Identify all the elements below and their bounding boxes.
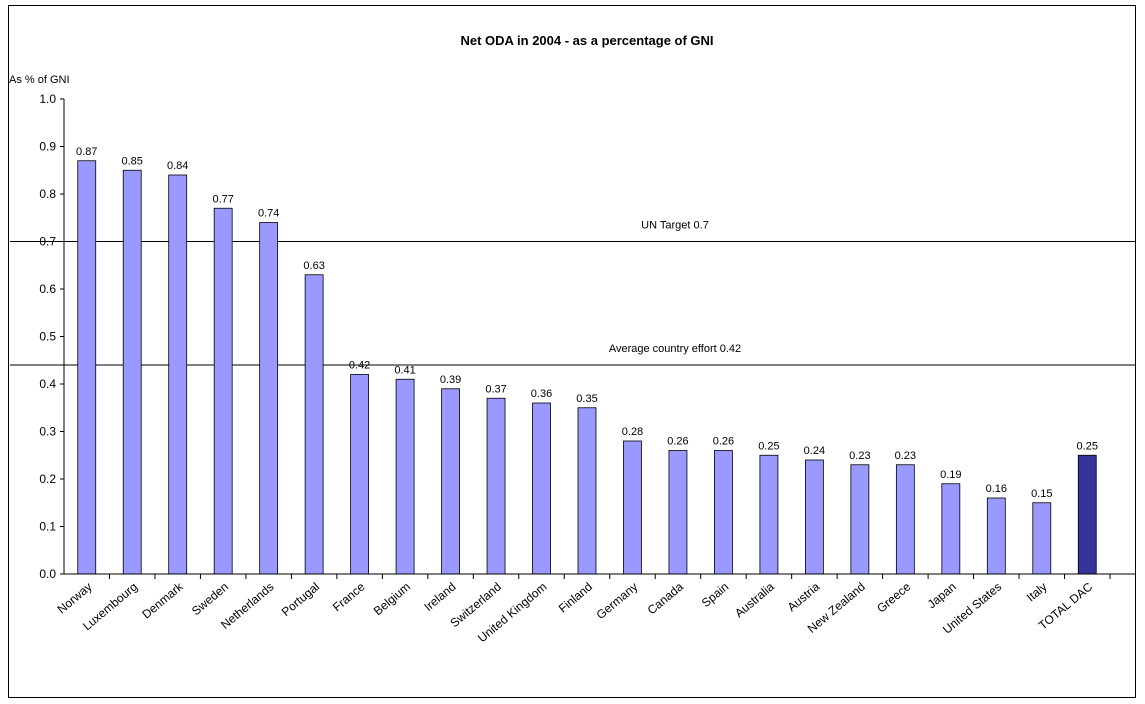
- y-tick-label: 1.0: [39, 92, 56, 106]
- value-label: 0.26: [667, 436, 688, 448]
- value-label: 0.16: [986, 483, 1007, 495]
- x-tick-label: Australia: [732, 579, 777, 620]
- bar-canada: [668, 450, 688, 575]
- y-tick-label: 0.4: [39, 377, 56, 391]
- bar-denmark: [168, 174, 188, 575]
- y-tick-label: 0.2: [39, 472, 56, 486]
- bar-united-kingdom: [532, 402, 551, 575]
- y-tick-label: 0.8: [39, 187, 56, 201]
- bar-germany: [623, 440, 642, 575]
- reference-lines: UN Target 0.7 Average country effort 0.42: [10, 220, 1135, 366]
- y-tick-label: 0.0: [39, 567, 56, 581]
- bar-france: [350, 374, 370, 575]
- y-tick-label: 0.3: [39, 425, 56, 439]
- value-label: 0.84: [167, 160, 188, 172]
- chart-frame: Net ODA in 2004 - as a percentage of GNI…: [8, 5, 1136, 698]
- value-label: 0.23: [895, 450, 916, 462]
- x-tick-label: Germany: [594, 580, 641, 622]
- x-tick-label: Greece: [874, 579, 913, 615]
- bar-norway: [77, 160, 97, 575]
- y-axis-label: As % of GNI: [9, 74, 70, 86]
- x-tick-label: Canada: [645, 579, 686, 617]
- bar-spain: [714, 450, 733, 575]
- bars: [77, 160, 1097, 575]
- x-tick-label: Portugal: [279, 580, 322, 619]
- value-labels: 0.87 0.85 0.84 0.77 0.74 0.63 0.42 0.41 0.39 0.37…: [76, 146, 1098, 500]
- x-tick-label: France: [330, 579, 368, 614]
- bar-finland: [577, 407, 597, 575]
- value-label: 0.25: [1077, 440, 1098, 452]
- value-label: 0.25: [758, 440, 779, 452]
- bar-switzerland: [486, 397, 506, 575]
- y-tick-labels: 0.0 0.1 0.2 0.3 0.4 0.5 0.6 0.7 0.8 0.9 1.0: [39, 92, 56, 581]
- value-label: 0.15: [1031, 488, 1052, 500]
- value-label: 0.77: [212, 193, 233, 205]
- y-tick-label: 0.7: [39, 235, 56, 249]
- axes: [60, 98, 1135, 579]
- bar-luxembourg: [122, 169, 142, 575]
- reference-line-label: UN Target 0.7: [641, 220, 709, 232]
- y-tick-label: 0.1: [39, 520, 56, 534]
- bar-portugal: [304, 274, 324, 575]
- value-label: 0.42: [349, 360, 370, 372]
- value-label: 0.35: [576, 393, 597, 405]
- x-tick-label: Finland: [556, 580, 595, 616]
- value-label: 0.39: [440, 374, 461, 386]
- bar-ireland: [441, 388, 460, 575]
- bar-sweden: [213, 207, 233, 575]
- value-label: 0.74: [258, 208, 279, 220]
- bar-greece: [895, 464, 915, 575]
- bar-belgium: [395, 378, 415, 575]
- value-label: 0.19: [940, 469, 961, 481]
- value-label: 0.85: [122, 155, 143, 167]
- y-tick-label: 0.5: [39, 330, 56, 344]
- value-label: 0.24: [804, 445, 825, 457]
- value-label: 0.87: [76, 146, 97, 158]
- x-tick-label: Denmark: [139, 579, 186, 622]
- bar-netherlands: [259, 222, 279, 575]
- value-label: 0.23: [849, 450, 870, 462]
- bar-united-states: [986, 497, 1006, 575]
- value-label: 0.37: [485, 383, 506, 395]
- bar-total-dac: [1077, 454, 1097, 575]
- bar-chart: Net ODA in 2004 - as a percentage of GNI…: [9, 33, 1135, 645]
- x-tick-label: Norway: [55, 580, 95, 617]
- x-tick-label: Belgium: [371, 580, 413, 619]
- x-tick-label: Italy: [1024, 580, 1050, 605]
- bar-australia: [759, 454, 779, 575]
- x-tick-label: Spain: [699, 580, 732, 610]
- value-label: 0.28: [622, 426, 643, 438]
- x-tick-label: Sweden: [189, 580, 231, 619]
- y-tick-label: 0.6: [39, 282, 56, 296]
- chart-title: Net ODA in 2004 - as a percentage of GNI: [460, 33, 713, 48]
- value-label: 0.63: [303, 260, 324, 272]
- x-tick-label: Ireland: [421, 580, 458, 614]
- reference-line-label: Average country effort 0.42: [609, 343, 741, 355]
- x-tick-label: Austria: [785, 579, 823, 614]
- value-label: 0.41: [394, 364, 415, 376]
- bar-italy: [1032, 502, 1052, 575]
- bar-japan: [941, 483, 961, 575]
- value-label: 0.36: [531, 388, 552, 400]
- bar-austria: [804, 459, 824, 575]
- value-label: 0.26: [713, 436, 734, 448]
- x-tick-label: Japan: [925, 580, 959, 612]
- y-tick-label: 0.9: [39, 140, 56, 154]
- bar-new-zealand: [850, 464, 870, 575]
